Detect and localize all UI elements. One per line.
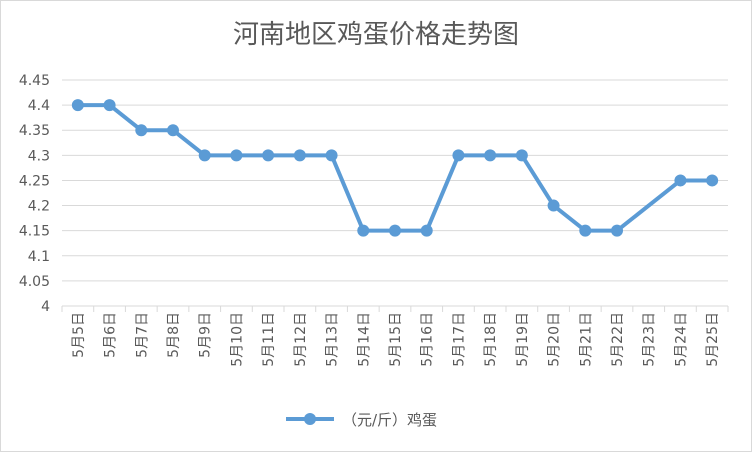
x-tick-label: 5月17日 <box>451 312 467 367</box>
x-tick-label: 5月12日 <box>293 312 309 367</box>
x-tick-label: 5月9日 <box>198 312 214 358</box>
y-tick-label: 4.15 <box>19 224 50 240</box>
x-tick-label: 5月23日 <box>642 312 658 367</box>
chart-title: 河南地区鸡蛋价格走势图 <box>232 20 519 50</box>
data-point <box>706 174 719 187</box>
y-tick-label: 4 <box>41 299 50 315</box>
x-tick-label: 5月16日 <box>420 312 436 367</box>
x-tick-label: 5月24日 <box>673 312 689 367</box>
y-tick-label: 4.45 <box>19 73 50 89</box>
x-tick-label: 5月21日 <box>578 312 594 367</box>
x-tick-label: 5月11日 <box>261 312 277 367</box>
y-tick-label: 4.3 <box>28 148 50 164</box>
data-point <box>293 149 306 162</box>
y-axis-ticks: 4.45 4.4 4.35 4.3 4.25 4.2 4.15 4.1 4.05 4 <box>19 73 50 315</box>
data-point <box>198 149 211 162</box>
data-point <box>71 99 84 112</box>
x-axis-ticks: 5月5日 5月6日 5月7日 5月8日 5月9日 5月10日 5月11日 5月12日 5月13日… <box>61 306 729 367</box>
data-point <box>167 124 179 137</box>
legend-marker <box>304 413 316 425</box>
data-point <box>230 149 243 162</box>
y-tick-label: 4.35 <box>19 123 50 139</box>
data-point <box>103 99 116 112</box>
legend: （元/斤）鸡蛋 <box>286 411 437 429</box>
x-tick-label: 5月18日 <box>483 312 499 367</box>
data-point <box>515 149 528 162</box>
x-tick-label: 5月20日 <box>547 312 563 367</box>
data-point <box>611 224 623 237</box>
data-point <box>135 124 148 137</box>
x-tick-label: 5月15日 <box>388 312 404 367</box>
x-tick-label: 5月14日 <box>356 312 372 367</box>
data-point <box>357 224 370 237</box>
y-tick-label: 4.05 <box>19 274 50 290</box>
x-tick-label: 5月10日 <box>229 312 245 367</box>
x-tick-label: 5月22日 <box>610 312 626 367</box>
x-tick-label: 5月19日 <box>515 312 531 367</box>
data-point <box>674 174 687 187</box>
data-point <box>325 149 338 162</box>
x-tick-label: 5月5日 <box>71 312 87 358</box>
x-tick-label: 5月13日 <box>325 312 341 367</box>
data-point <box>262 149 275 162</box>
x-tick-label: 5月7日 <box>134 312 150 358</box>
series-layer <box>71 99 719 237</box>
y-tick-label: 4.1 <box>28 249 50 265</box>
y-tick-label: 4.4 <box>28 98 50 114</box>
data-point <box>484 149 497 162</box>
series-line <box>77 103 713 233</box>
x-tick-label: 5月25日 <box>705 312 721 367</box>
gridlines <box>62 79 728 307</box>
data-point <box>452 149 465 162</box>
y-tick-label: 4.2 <box>28 199 50 215</box>
data-point <box>389 224 401 237</box>
x-tick-label: 5月6日 <box>103 312 119 358</box>
data-point <box>420 224 433 237</box>
y-tick-label: 4.25 <box>19 173 50 189</box>
data-point <box>579 224 592 237</box>
data-point <box>547 199 560 212</box>
x-tick-label: 5月8日 <box>166 312 182 358</box>
legend-label: （元/斤）鸡蛋 <box>342 411 437 429</box>
